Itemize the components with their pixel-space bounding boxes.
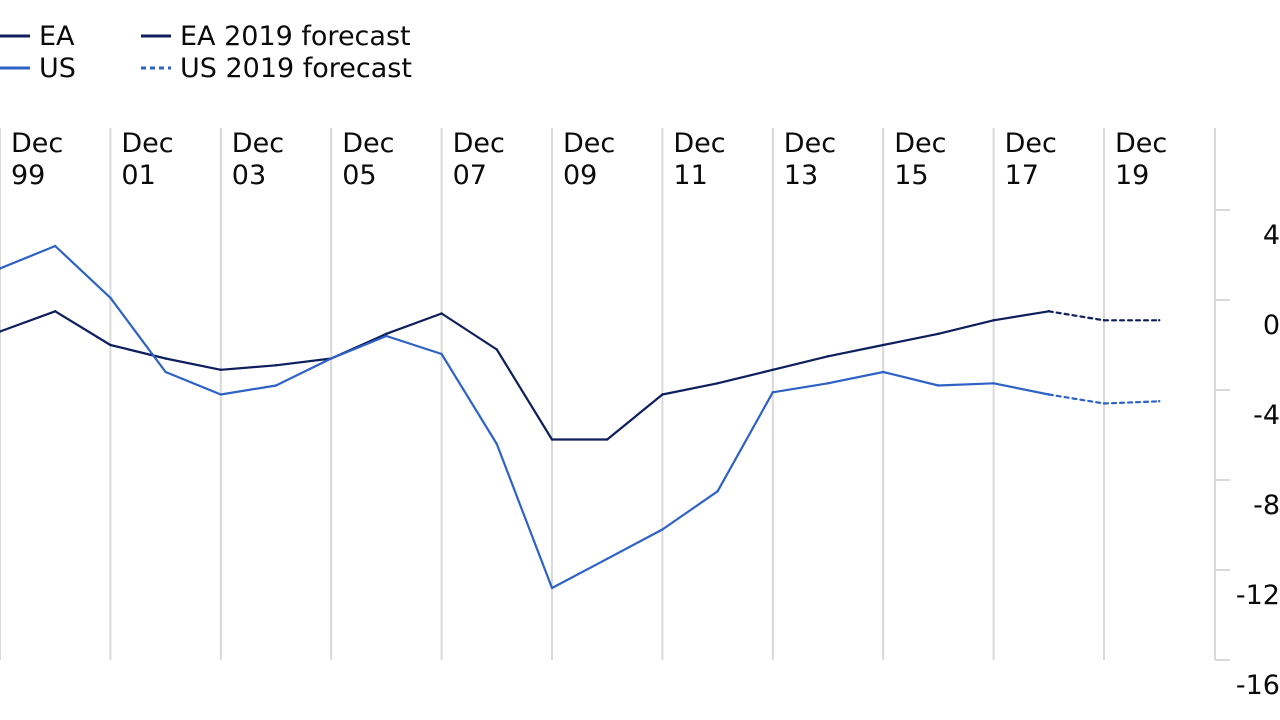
x-tick-label-year-03: 03 <box>232 160 266 191</box>
x-axis-ticks: Dec99Dec01Dec03Dec05Dec07Dec09Dec11Dec13… <box>11 128 1167 191</box>
point-ea-2017 <box>992 319 995 322</box>
x-tick-label-year-15: 15 <box>894 160 928 191</box>
y-tick-label-0: 4 <box>1263 220 1280 251</box>
series-ea_forecast <box>1047 310 1161 322</box>
x-tick-label-year-13: 13 <box>784 160 818 191</box>
y-tick-label-2: -4 <box>1253 400 1280 431</box>
x-tick-label-year-01: 01 <box>121 160 155 191</box>
point-us-2006 <box>385 334 388 338</box>
point-ea-2001 <box>109 343 112 347</box>
x-tick-label-month-19: Dec <box>1115 128 1167 159</box>
x-tick-label-year-99: 99 <box>11 160 45 191</box>
point-ea-2008 <box>495 348 498 351</box>
point-us-2010 <box>606 557 609 560</box>
point-ea-2002 <box>164 357 167 360</box>
x-tick-label-month-01: Dec <box>121 128 173 159</box>
point-us-2009 <box>550 586 554 590</box>
point-ea-2015 <box>882 343 885 347</box>
point-ea_forecast-2019 <box>1102 319 1106 322</box>
point-us-2008 <box>495 442 498 446</box>
point-us-2017 <box>992 382 995 385</box>
series-lines <box>0 244 1161 590</box>
point-ea-2009 <box>550 438 554 441</box>
x-tick-label-year-19: 19 <box>1115 160 1149 191</box>
legend-label-ea-forecast: EA 2019 forecast <box>180 21 411 52</box>
point-us-2007 <box>440 352 443 356</box>
point-us-2002 <box>164 370 167 374</box>
x-tick-label-year-07: 07 <box>453 160 487 191</box>
point-ea_forecast-2020 <box>1158 319 1161 322</box>
point-us-2005 <box>330 357 333 360</box>
x-tick-label-month-13: Dec <box>784 128 836 159</box>
x-tick-label-month-09: Dec <box>563 128 615 159</box>
y-tick-label-3: -8 <box>1253 490 1280 521</box>
x-tick-label-month-05: Dec <box>342 128 394 159</box>
legend-label-us-forecast: US 2019 forecast <box>180 53 412 84</box>
x-tick-label-month-07: Dec <box>453 128 505 159</box>
x-tick-label-month-99: Dec <box>11 128 63 159</box>
point-us-2000 <box>54 244 57 248</box>
legend-item-ea: EA <box>0 21 75 52</box>
point-us-2004 <box>274 384 278 387</box>
x-tick-label-year-09: 09 <box>563 160 597 191</box>
x-tick-label-year-17: 17 <box>1005 160 1039 191</box>
point-us_forecast-2020 <box>1158 400 1161 403</box>
y-tick-label-5: -16 <box>1236 670 1280 701</box>
x-tick-label-month-17: Dec <box>1005 128 1057 159</box>
y-tick-label-4: -12 <box>1236 580 1280 611</box>
point-us-2014 <box>826 382 830 385</box>
series-line-ea <box>0 310 1050 441</box>
point-us-2013 <box>771 391 774 394</box>
point-us_forecast-2019 <box>1102 402 1106 405</box>
point-ea-2000 <box>54 310 57 313</box>
point-us-1999 <box>0 267 2 270</box>
point-ea-2006 <box>385 332 388 335</box>
gridlines <box>0 128 1216 660</box>
legend: EA US EA 2019 forecast US 2019 forecast <box>0 21 412 84</box>
point-us-2003 <box>219 393 222 396</box>
point-ea-2012 <box>716 382 719 385</box>
point-us-2016 <box>937 384 940 387</box>
point-ea-2014 <box>826 355 830 358</box>
point-ea-2016 <box>937 332 940 335</box>
point-us-2011 <box>661 528 664 531</box>
legend-label-us: US <box>39 53 76 84</box>
point-ea_forecast-2018 <box>1047 310 1051 313</box>
x-tick-label-month-03: Dec <box>232 128 284 159</box>
point-ea-2007 <box>440 312 443 315</box>
point-us-2001 <box>109 296 112 299</box>
point-ea-2003 <box>219 368 222 371</box>
x-tick-label-year-11: 11 <box>673 160 707 191</box>
x-tick-label-year-05: 05 <box>342 160 376 191</box>
series-us_forecast <box>1047 393 1161 405</box>
point-ea-2011 <box>661 393 664 396</box>
legend-label-ea: EA <box>39 21 75 52</box>
point-ea-2013 <box>771 368 774 371</box>
point-ea-2004 <box>274 364 278 367</box>
point-us-2012 <box>716 490 719 493</box>
y-axis: 4 0 -4 -8 -12 -16 <box>1215 209 1280 701</box>
legend-item-us-forecast: US 2019 forecast <box>141 53 412 84</box>
x-tick-label-month-15: Dec <box>894 128 946 159</box>
legend-item-ea-forecast: EA 2019 forecast <box>141 21 411 52</box>
point-us-2015 <box>882 370 885 374</box>
point-ea-2010 <box>606 438 609 441</box>
series-line-us <box>0 244 1050 590</box>
y-tick-label-1: 0 <box>1263 310 1280 341</box>
series-us <box>0 244 1051 590</box>
x-tick-label-month-11: Dec <box>673 128 725 159</box>
point-us_forecast-2018 <box>1047 393 1051 396</box>
point-ea-1999 <box>0 330 2 333</box>
legend-item-us: US <box>0 53 76 84</box>
